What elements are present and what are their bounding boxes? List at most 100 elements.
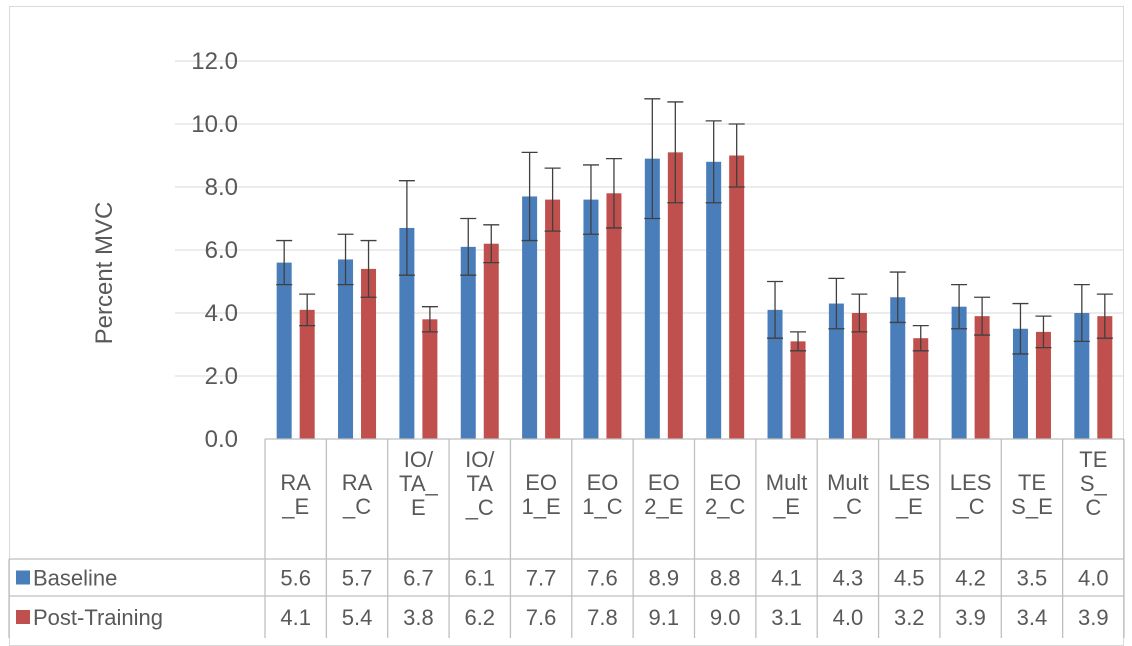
bar-baseline [1012,328,1028,439]
bar-baseline [276,262,292,439]
bar-baseline [399,227,415,439]
error-bars [276,98,1113,355]
category-label: LES [888,470,930,495]
bar-baseline [828,303,844,439]
bar-baseline [767,309,783,439]
table-cell-value: 4.1 [771,566,802,591]
category-label: C [1085,495,1101,520]
y-tick-label: 10.0 [191,111,238,138]
bar-baseline [522,196,538,439]
category-label: RA [342,470,373,495]
category-label: Mult [827,470,869,495]
y-tick-label: 12.0 [191,48,238,75]
table-cell-value: 7.7 [526,566,557,591]
category-label: _E [895,494,923,519]
data-table: RA_ERA_CIO/TA_EIO/TA_CEO1_EEO1_CEO2_EEO2… [8,438,1125,638]
y-axis-title: Percent MVC [91,202,118,345]
category-label: TA_ [399,471,438,496]
bar-post-training [422,319,438,439]
category-label: 2_C [705,494,745,519]
bar-post-training [851,313,867,439]
bar-baseline [644,158,660,439]
category-label: _E [772,494,800,519]
category-label: S_E [1011,494,1053,519]
category-label: Mult [766,470,808,495]
table-cell-value: 8.8 [710,566,741,591]
y-axis-ticks: 0.0 2.0 4.0 6.0 8.0 10.0 12.0 [191,48,238,453]
table-cell-value: 3.8 [403,605,434,630]
bar-baseline [951,306,967,439]
category-label: 1_C [582,494,622,519]
table-cell-value: 9.0 [710,605,741,630]
bar-post-training [729,155,745,439]
bar-post-training [1035,331,1051,439]
category-label: LES [950,470,992,495]
category-label: TE [1079,447,1107,472]
table-cell-value: 5.7 [342,566,373,591]
legend-swatch-post-training [16,610,30,624]
category-label: _C [465,495,494,520]
bar-baseline [706,161,722,440]
table-cell-value: 5.4 [342,605,373,630]
y-tick-label: 4.0 [205,300,238,327]
table-cell-value: 6.1 [464,566,495,591]
table-cell-value: 6.2 [464,605,495,630]
table-cell-value: 5.6 [280,566,311,591]
category-label: _E [281,494,309,519]
category-label: S_ [1080,471,1108,496]
category-label: TE [1018,470,1046,495]
category-label: _C [833,494,862,519]
bar-post-training [299,309,315,439]
category-label: _C [956,494,985,519]
table-cell-value: 4.1 [280,605,311,630]
table-cell-value: 9.1 [649,605,680,630]
category-label: TA [467,471,494,496]
table-cell-value: 3.4 [1017,605,1048,630]
table-cell-value: 7.6 [587,566,618,591]
category-label: RA [280,470,311,495]
table-cell-value: 4.0 [1078,566,1109,591]
y-tick-label: 8.0 [205,174,238,201]
bars [276,152,1113,440]
category-label: IO/ [404,447,434,472]
table-cell-value: 4.2 [955,566,986,591]
table-cell-value: 3.5 [1017,566,1048,591]
category-label: _C [342,494,371,519]
bar-post-training [974,316,990,439]
bar-baseline [583,199,599,439]
legend-label: Baseline [33,566,117,591]
table-cell-value: 7.8 [587,605,618,630]
category-label: 2_E [644,494,683,519]
table-cell-value: 8.9 [649,566,680,591]
y-tick-label: 6.0 [205,237,238,264]
bar-post-training [483,243,499,439]
category-label: EO [648,470,680,495]
table-cell-value: 4.3 [833,566,864,591]
category-label: IO/ [465,447,495,472]
table-cell-value: 6.7 [403,566,434,591]
bar-post-training [606,193,622,439]
category-label: 1_E [522,494,561,519]
table-cell-value: 4.0 [833,605,864,630]
bar-post-training [667,152,683,439]
bar-baseline [890,297,906,439]
bar-baseline [1074,313,1090,439]
table-cell-value: 3.1 [771,605,802,630]
legend-swatch-baseline [16,570,30,585]
bar-post-training [790,341,806,439]
category-label: EO [587,470,619,495]
table-cell-value: 7.6 [526,605,557,630]
y-tick-label: 0.0 [205,426,238,453]
category-label: EO [525,470,557,495]
bar-baseline [338,259,354,439]
table-cell-value: 3.9 [1078,605,1109,630]
y-tick-label: 2.0 [205,363,238,390]
table-cell-value: 3.2 [894,605,925,630]
bar-post-training [1097,316,1113,439]
bar-post-training [361,268,377,439]
table-cell-value: 4.5 [894,566,925,591]
category-label: E [411,495,426,520]
bar-baseline [460,246,476,439]
category-label: EO [709,470,741,495]
